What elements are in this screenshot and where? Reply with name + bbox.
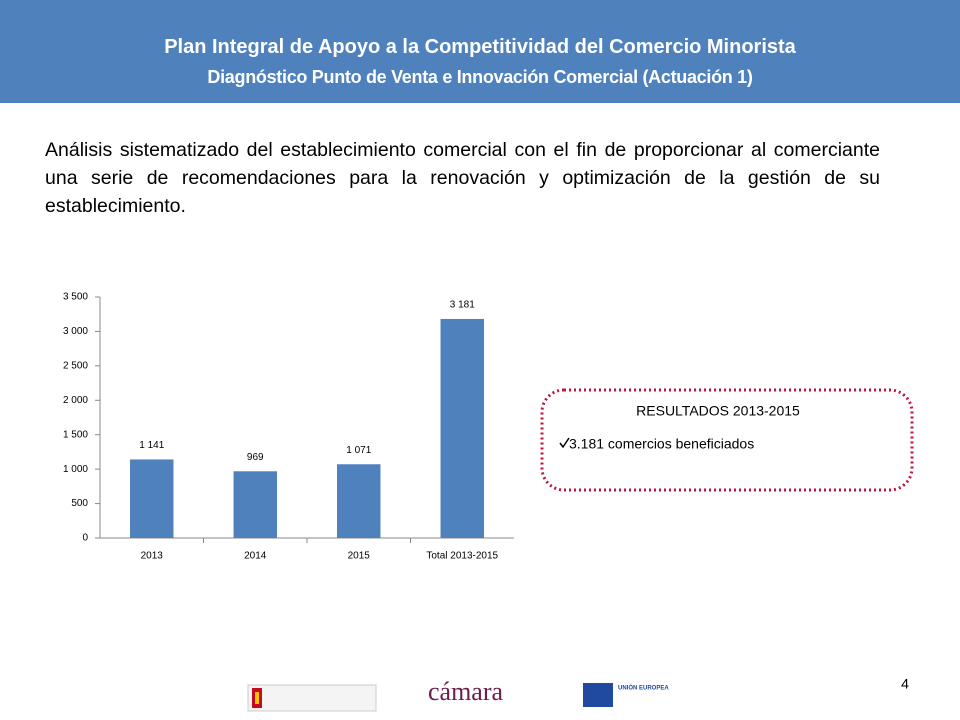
y-tick-label: 2 500 <box>63 360 88 371</box>
x-tick-label: 2015 <box>348 551 371 562</box>
x-tick-label: 2014 <box>244 551 267 562</box>
data-label: 969 <box>247 452 264 463</box>
bar <box>337 464 381 538</box>
y-tick-label: 2 000 <box>63 395 88 406</box>
logo-gobierno <box>247 684 377 712</box>
paragraph: Análisis sistematizado del establecimien… <box>45 139 880 217</box>
bar <box>440 318 484 538</box>
header: Plan Integral de Apoyo a la Competitivid… <box>0 0 960 103</box>
x-tick-label: Total 2013-2015 <box>426 551 498 562</box>
data-label: 3 181 <box>450 300 475 311</box>
y-tick-label: 1 500 <box>63 429 88 440</box>
bar <box>233 471 277 538</box>
x-tick-label: 2013 <box>141 551 164 562</box>
y-tick-label: 0 <box>82 533 88 544</box>
results-item: 3.181 comercios beneficiados <box>569 436 754 452</box>
logo-eu: UNIÓN EUROPEA <box>618 684 669 692</box>
y-tick-label: 3 000 <box>63 326 88 337</box>
bar <box>130 459 174 538</box>
y-tick-label: 1 000 <box>63 464 88 475</box>
data-label: 1 141 <box>139 440 164 451</box>
page-number: 4 <box>901 676 909 692</box>
y-tick-label: 3 500 <box>63 292 88 303</box>
logo-camara: cámara <box>428 677 504 706</box>
results-title: RESULTADOS 2013-2015 <box>636 403 800 419</box>
data-label: 1 071 <box>346 445 371 456</box>
eu-flag <box>583 683 613 707</box>
title: Plan Integral de Apoyo a la Competitivid… <box>164 36 796 58</box>
subtitle: Diagnóstico Punto de Venta e Innovación … <box>207 67 753 87</box>
check-icon <box>559 437 570 449</box>
y-tick-label: 500 <box>71 498 88 509</box>
